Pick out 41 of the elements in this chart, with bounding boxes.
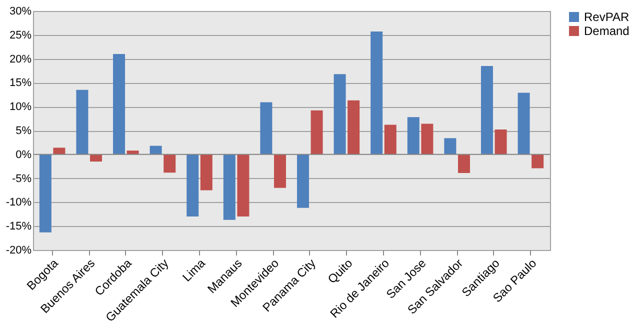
- bar: [164, 154, 176, 173]
- bar: [444, 138, 456, 154]
- bar: [274, 154, 286, 188]
- y-tick-label: 25%: [9, 29, 32, 42]
- bar: [186, 154, 199, 217]
- y-tick-label: -10%: [6, 196, 32, 209]
- bar: [76, 90, 88, 154]
- bar: [334, 74, 346, 154]
- bar: [421, 124, 434, 154]
- bar: [370, 32, 383, 154]
- bar: [200, 154, 212, 190]
- y-tick-label: 0%: [16, 148, 32, 161]
- bar: [53, 148, 66, 154]
- bar: [310, 110, 323, 154]
- bar: [113, 54, 126, 154]
- legend-label: RevPAR: [584, 10, 630, 24]
- bar: [126, 150, 139, 154]
- bar: [494, 130, 507, 154]
- bar: [518, 92, 530, 154]
- y-tick-label: 10%: [9, 101, 32, 114]
- bar: [90, 154, 102, 162]
- bar: [297, 154, 309, 208]
- y-tick-label: 20%: [9, 53, 32, 66]
- bar: [480, 66, 493, 154]
- bar: [260, 102, 272, 154]
- y-tick-label: 30%: [9, 6, 32, 18]
- bar: [348, 100, 360, 154]
- legend-label: Demand: [584, 24, 630, 38]
- y-tick-label: 5%: [16, 125, 32, 137]
- bar: [458, 154, 470, 174]
- bar: [237, 154, 250, 217]
- y-tick-label: 15%: [9, 77, 32, 90]
- bar: [223, 154, 236, 220]
- y-tick-label: -20%: [6, 244, 32, 256]
- y-tick-label: -15%: [6, 220, 32, 233]
- bar: [407, 117, 420, 154]
- bar: [150, 146, 162, 154]
- bar: [39, 154, 52, 232]
- bar: [384, 124, 396, 154]
- y-tick-label: -5%: [12, 172, 32, 185]
- bar: [532, 154, 544, 168]
